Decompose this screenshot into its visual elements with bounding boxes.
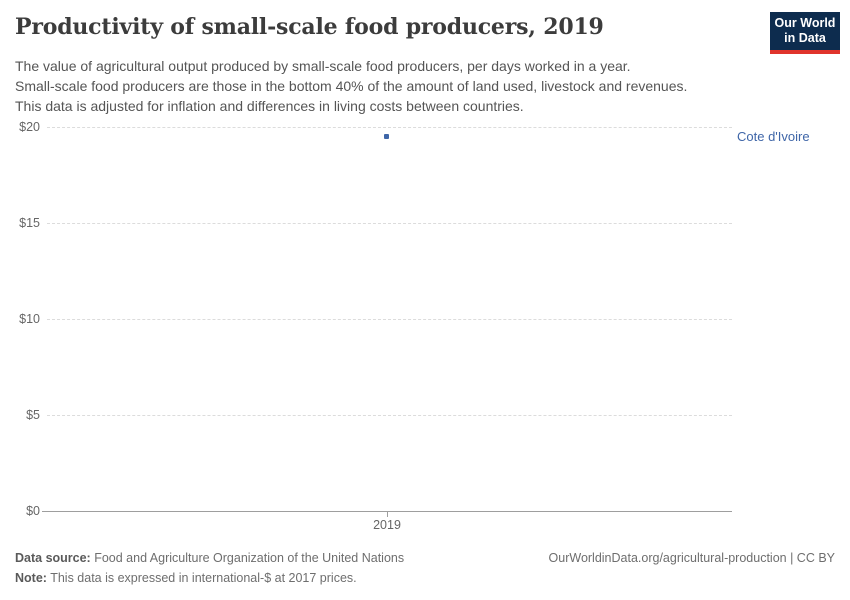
page-title: Productivity of small-scale food produce…: [15, 14, 604, 40]
data-source-text: Food and Agriculture Organization of the…: [90, 551, 405, 565]
owid-logo-line1: Our World: [774, 16, 836, 30]
gridline-15: [47, 223, 732, 224]
chart-footer: Data source: Food and Agriculture Organi…: [15, 548, 835, 588]
chart-subtitle: The value of agricultural output produce…: [15, 56, 775, 116]
gridline-20: [47, 127, 732, 128]
note-label: Note:: [15, 571, 47, 585]
data-source-label: Data source:: [15, 551, 91, 565]
owid-logo-line2: in Data: [784, 31, 826, 45]
note-line: Note: This data is expressed in internat…: [15, 568, 835, 588]
gridline-5: [47, 415, 732, 416]
x-tick-mark: [387, 511, 388, 517]
y-tick-label-10: $10: [19, 312, 40, 326]
note-text: This data is expressed in international-…: [46, 571, 357, 585]
owid-logo[interactable]: Our World in Data: [770, 12, 840, 54]
y-tick-label-15: $15: [19, 216, 40, 230]
y-tick-label-20: $20: [19, 120, 40, 134]
entity-label-cote-divoire[interactable]: Cote d'Ivoire: [737, 129, 810, 144]
data-point-cote-divoire[interactable]: [384, 134, 389, 139]
y-tick-label-5: $5: [26, 408, 40, 422]
x-tick-label: 2019: [373, 518, 401, 532]
subtitle-line-3: This data is adjusted for inflation and …: [15, 98, 524, 114]
gridline-10: [47, 319, 732, 320]
data-source-line: Data source: Food and Agriculture Organi…: [15, 548, 404, 568]
subtitle-line-1: The value of agricultural output produce…: [15, 58, 631, 74]
subtitle-line-2: Small-scale food producers are those in …: [15, 78, 688, 94]
owid-url-link[interactable]: OurWorldinData.org/agricultural-producti…: [548, 551, 835, 565]
y-tick-label-0: $0: [26, 504, 40, 518]
footer-row-1: Data source: Food and Agriculture Organi…: [15, 548, 835, 568]
